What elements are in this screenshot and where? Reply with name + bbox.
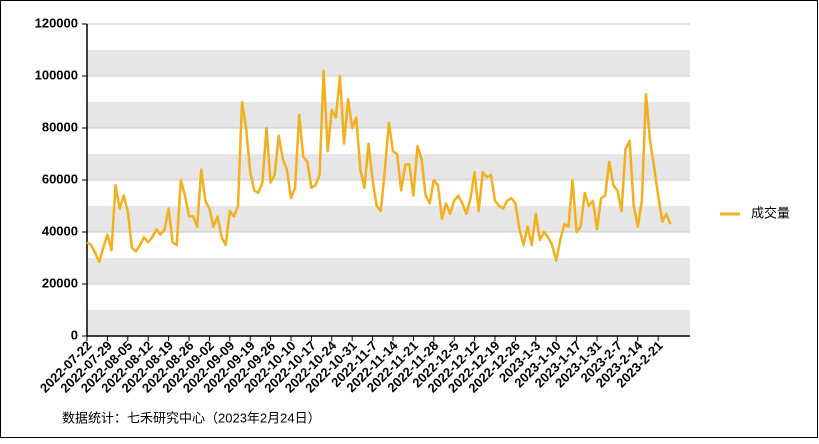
grid-band [87, 258, 690, 284]
grid-band [87, 154, 690, 180]
y-tick-label: 120000 [35, 15, 78, 30]
series-line [86, 69, 672, 264]
grid-band [87, 50, 690, 76]
y-tick-label: 100000 [35, 67, 78, 82]
footnote: 数据统计：七禾研究中心（2023年2月24日） [62, 410, 321, 425]
y-tick-label: 0 [71, 327, 78, 342]
y-tick-label: 80000 [42, 119, 78, 134]
grid-band [87, 310, 690, 336]
y-tick-label: 40000 [42, 223, 78, 238]
y-tick-label: 20000 [42, 275, 78, 290]
legend-label: 成交量 [751, 205, 790, 220]
y-tick-label: 60000 [42, 171, 78, 186]
